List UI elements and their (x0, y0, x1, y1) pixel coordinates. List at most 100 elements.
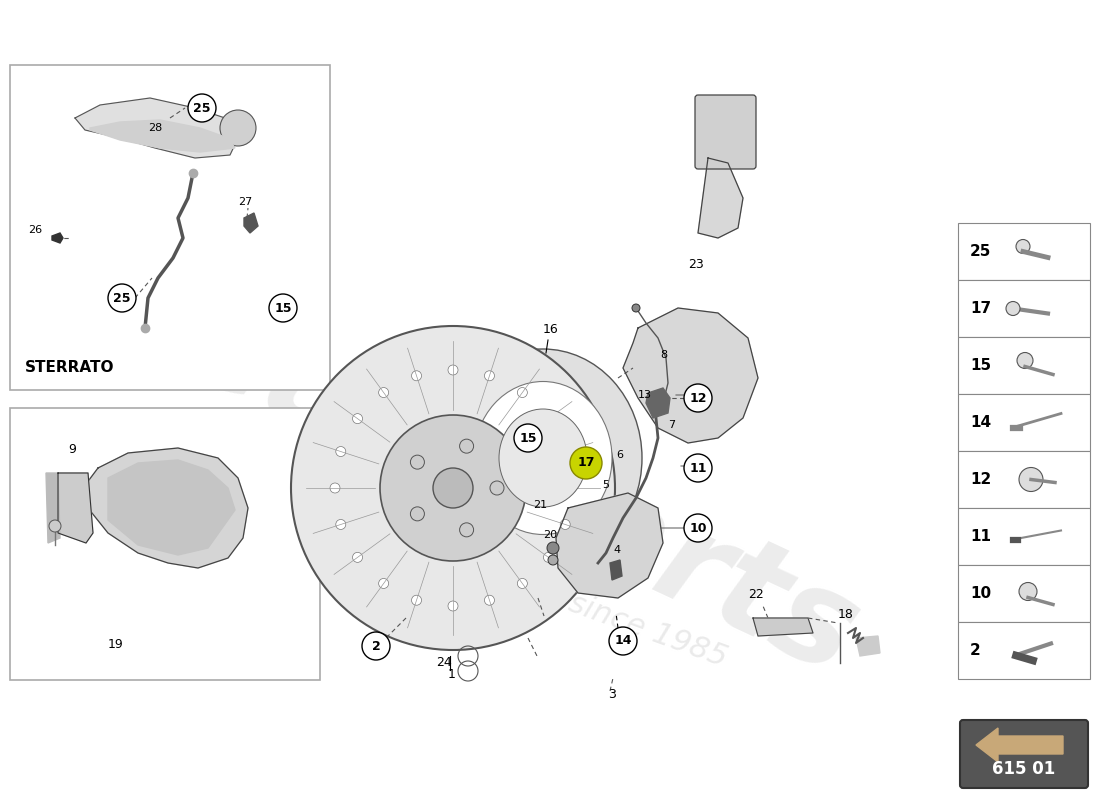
Polygon shape (698, 158, 742, 238)
Text: 1: 1 (448, 668, 455, 681)
FancyBboxPatch shape (10, 408, 320, 680)
Circle shape (336, 519, 345, 530)
Polygon shape (108, 460, 235, 555)
Polygon shape (623, 308, 758, 443)
Text: a passion for parts since 1985: a passion for parts since 1985 (288, 487, 732, 673)
Circle shape (566, 483, 576, 493)
Text: 8: 8 (660, 350, 667, 360)
Polygon shape (46, 473, 60, 543)
Circle shape (560, 446, 570, 457)
Ellipse shape (444, 349, 642, 567)
Circle shape (684, 384, 712, 412)
Text: 14: 14 (970, 415, 991, 430)
Text: 11: 11 (970, 529, 991, 544)
Circle shape (490, 481, 504, 495)
Ellipse shape (499, 409, 587, 507)
Circle shape (543, 414, 553, 424)
Text: 24: 24 (436, 656, 452, 669)
Circle shape (517, 578, 527, 589)
Text: 15: 15 (519, 431, 537, 445)
Circle shape (448, 365, 458, 375)
Text: 4: 4 (613, 545, 620, 555)
Text: 20: 20 (543, 530, 557, 540)
Circle shape (378, 387, 388, 398)
Polygon shape (646, 388, 670, 418)
Circle shape (352, 552, 363, 562)
Text: 11: 11 (690, 462, 706, 474)
Circle shape (188, 94, 216, 122)
Circle shape (484, 370, 495, 381)
Text: 13: 13 (638, 390, 652, 400)
Circle shape (1016, 239, 1030, 254)
Circle shape (609, 627, 637, 655)
Circle shape (330, 483, 340, 493)
Polygon shape (754, 618, 813, 636)
Circle shape (1019, 467, 1043, 491)
Text: 615 01: 615 01 (992, 760, 1056, 778)
Circle shape (292, 326, 615, 650)
Polygon shape (610, 560, 621, 580)
Circle shape (411, 595, 421, 606)
FancyBboxPatch shape (958, 223, 1090, 280)
Text: 21: 21 (534, 500, 547, 510)
FancyBboxPatch shape (958, 622, 1090, 679)
Text: 15: 15 (274, 302, 292, 314)
Circle shape (410, 507, 425, 521)
Text: 16: 16 (543, 323, 559, 336)
Circle shape (336, 446, 345, 457)
Text: 25: 25 (970, 244, 991, 259)
Polygon shape (244, 213, 258, 233)
FancyBboxPatch shape (958, 508, 1090, 565)
Text: 14: 14 (614, 634, 631, 647)
Circle shape (270, 294, 297, 322)
FancyBboxPatch shape (958, 337, 1090, 394)
Circle shape (50, 520, 60, 532)
FancyBboxPatch shape (960, 720, 1088, 788)
Polygon shape (556, 493, 663, 598)
Text: 22: 22 (748, 588, 763, 601)
Text: 12: 12 (970, 472, 991, 487)
Text: 27: 27 (238, 197, 252, 207)
Circle shape (411, 370, 421, 381)
Circle shape (433, 468, 473, 508)
Polygon shape (58, 473, 94, 543)
Circle shape (460, 523, 474, 537)
Polygon shape (82, 448, 248, 568)
Text: 18: 18 (838, 608, 854, 621)
Text: STERRATO: STERRATO (25, 360, 114, 375)
Circle shape (410, 455, 425, 469)
Text: 25: 25 (194, 102, 211, 114)
Text: 17: 17 (970, 301, 991, 316)
Polygon shape (976, 728, 1063, 762)
Circle shape (378, 578, 388, 589)
FancyBboxPatch shape (958, 394, 1090, 451)
Text: 9: 9 (68, 443, 76, 456)
Text: 12: 12 (690, 391, 706, 405)
Text: 10: 10 (970, 586, 991, 601)
Text: 25: 25 (113, 291, 131, 305)
Text: 6: 6 (616, 450, 623, 460)
Circle shape (684, 514, 712, 542)
Circle shape (548, 555, 558, 565)
Circle shape (352, 414, 363, 424)
Polygon shape (52, 233, 63, 243)
Circle shape (448, 601, 458, 611)
Circle shape (684, 454, 712, 482)
Text: 5: 5 (602, 480, 609, 490)
Circle shape (632, 304, 640, 312)
Circle shape (543, 552, 553, 562)
Circle shape (547, 542, 559, 554)
FancyBboxPatch shape (958, 565, 1090, 622)
Circle shape (379, 415, 526, 561)
Circle shape (1006, 302, 1020, 315)
Text: europarts: europarts (163, 278, 878, 702)
Circle shape (514, 424, 542, 452)
Circle shape (220, 110, 256, 146)
FancyBboxPatch shape (958, 451, 1090, 508)
FancyBboxPatch shape (958, 280, 1090, 337)
Polygon shape (90, 120, 235, 152)
Text: 26: 26 (28, 225, 42, 235)
FancyBboxPatch shape (10, 65, 330, 390)
Text: 28: 28 (148, 123, 163, 133)
Polygon shape (856, 636, 880, 656)
